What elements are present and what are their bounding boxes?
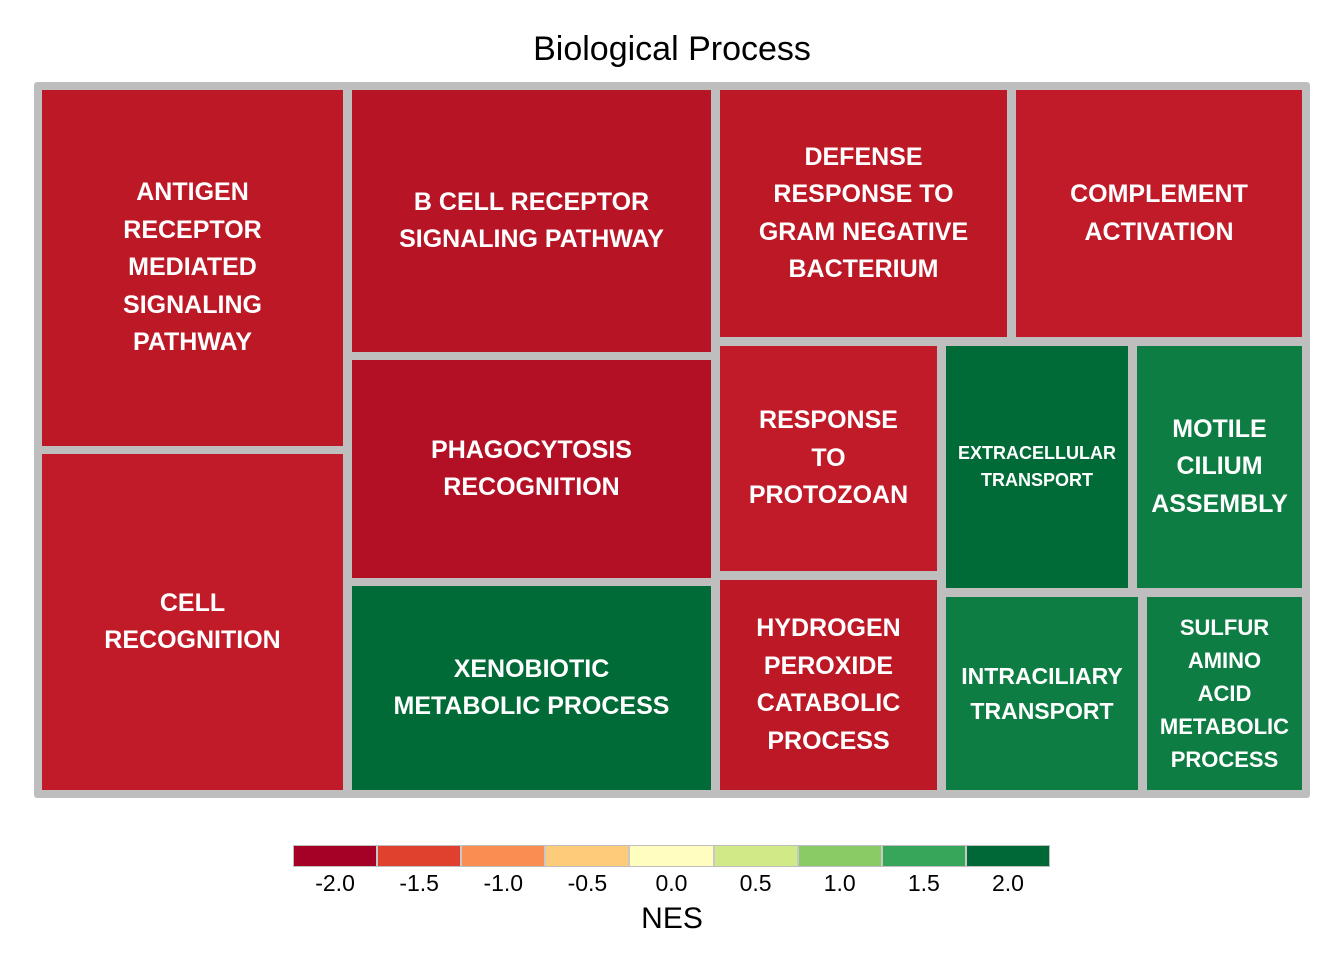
treemap-tile: INTRACILIARY TRANSPORT bbox=[946, 597, 1138, 790]
legend-swatch bbox=[714, 846, 799, 866]
treemap-tile: HYDROGEN PEROXIDE CATABOLIC PROCESS bbox=[720, 580, 937, 790]
tile-label: INTRACILIARY TRANSPORT bbox=[961, 663, 1123, 724]
legend-tick-label: 0.0 bbox=[655, 870, 688, 896]
tile-label: CELL RECOGNITION bbox=[104, 588, 281, 655]
legend-swatch bbox=[546, 846, 631, 866]
treemap-tile: EXTRACELLULAR TRANSPORT bbox=[946, 346, 1128, 588]
legend-tick-label: -1.0 bbox=[483, 870, 524, 896]
tile-label: XENOBIOTIC METABOLIC PROCESS bbox=[393, 654, 670, 721]
treemap-tile: ANTIGEN RECEPTOR MEDIATED SIGNALING PATH… bbox=[42, 90, 343, 446]
tile-label: B CELL RECEPTOR SIGNALING PATHWAY bbox=[399, 187, 664, 254]
legend-tick-label: -1.5 bbox=[399, 870, 439, 896]
treemap-tile: COMPLEMENT ACTIVATION bbox=[1016, 90, 1302, 337]
tile-label: SULFUR AMINO ACID METABOLIC PROCESS bbox=[1159, 615, 1290, 772]
legend-tick-label: -2.0 bbox=[315, 870, 355, 896]
tile-label: DEFENSE RESPONSE TO GRAM NEGATIVE BACTER… bbox=[758, 142, 969, 284]
legend-swatch bbox=[294, 846, 379, 866]
legend-tick-label: 1.5 bbox=[907, 870, 940, 896]
treemap-tile: XENOBIOTIC METABOLIC PROCESS bbox=[352, 586, 711, 790]
tile-label: HYDROGEN PEROXIDE CATABOLIC PROCESS bbox=[756, 614, 901, 755]
legend-swatch bbox=[798, 846, 883, 866]
legend-swatch bbox=[462, 846, 547, 866]
legend-tick-label: 2.0 bbox=[991, 870, 1024, 896]
color-legend-ticks: -2.0 -1.5 -1.0 -0.5 0.0 0.5 1.0 1.5 2.0 bbox=[293, 870, 1050, 898]
treemap-tile: B CELL RECEPTOR SIGNALING PATHWAY bbox=[352, 90, 711, 352]
tile-label: EXTRACELLULAR TRANSPORT bbox=[958, 443, 1116, 490]
legend-swatch bbox=[966, 846, 1049, 866]
legend-title: NES bbox=[641, 902, 703, 935]
legend-tick-label: 1.0 bbox=[823, 870, 856, 896]
color-legend-bar bbox=[293, 845, 1050, 867]
tile-label: RESPONSE TO PROTOZOAN bbox=[748, 406, 909, 510]
tile-label: COMPLEMENT ACTIVATION bbox=[1070, 180, 1248, 246]
tile-label: ANTIGEN RECEPTOR MEDIATED SIGNALING PATH… bbox=[123, 178, 262, 357]
legend-tick-label: -0.5 bbox=[567, 870, 608, 896]
legend-swatch bbox=[882, 846, 967, 866]
tile-label: MOTILE CILIUM ASSEMBLY bbox=[1151, 414, 1288, 518]
legend-tick-label: 0.5 bbox=[739, 870, 772, 896]
treemap-tile: DEFENSE RESPONSE TO GRAM NEGATIVE BACTER… bbox=[720, 90, 1007, 337]
legend-swatch bbox=[630, 846, 715, 866]
treemap-tile: RESPONSE TO PROTOZOAN bbox=[720, 346, 937, 571]
tile-label: PHAGOCYTOSIS RECOGNITION bbox=[431, 435, 632, 502]
treemap-tile: PHAGOCYTOSIS RECOGNITION bbox=[352, 360, 711, 578]
chart-title: Biological Process bbox=[533, 30, 811, 68]
treemap-tile: SULFUR AMINO ACID METABOLIC PROCESS bbox=[1147, 597, 1302, 790]
treemap-tile: MOTILE CILIUM ASSEMBLY bbox=[1137, 346, 1302, 588]
legend-swatch bbox=[378, 846, 463, 866]
treemap-tile: CELL RECOGNITION bbox=[42, 454, 343, 790]
